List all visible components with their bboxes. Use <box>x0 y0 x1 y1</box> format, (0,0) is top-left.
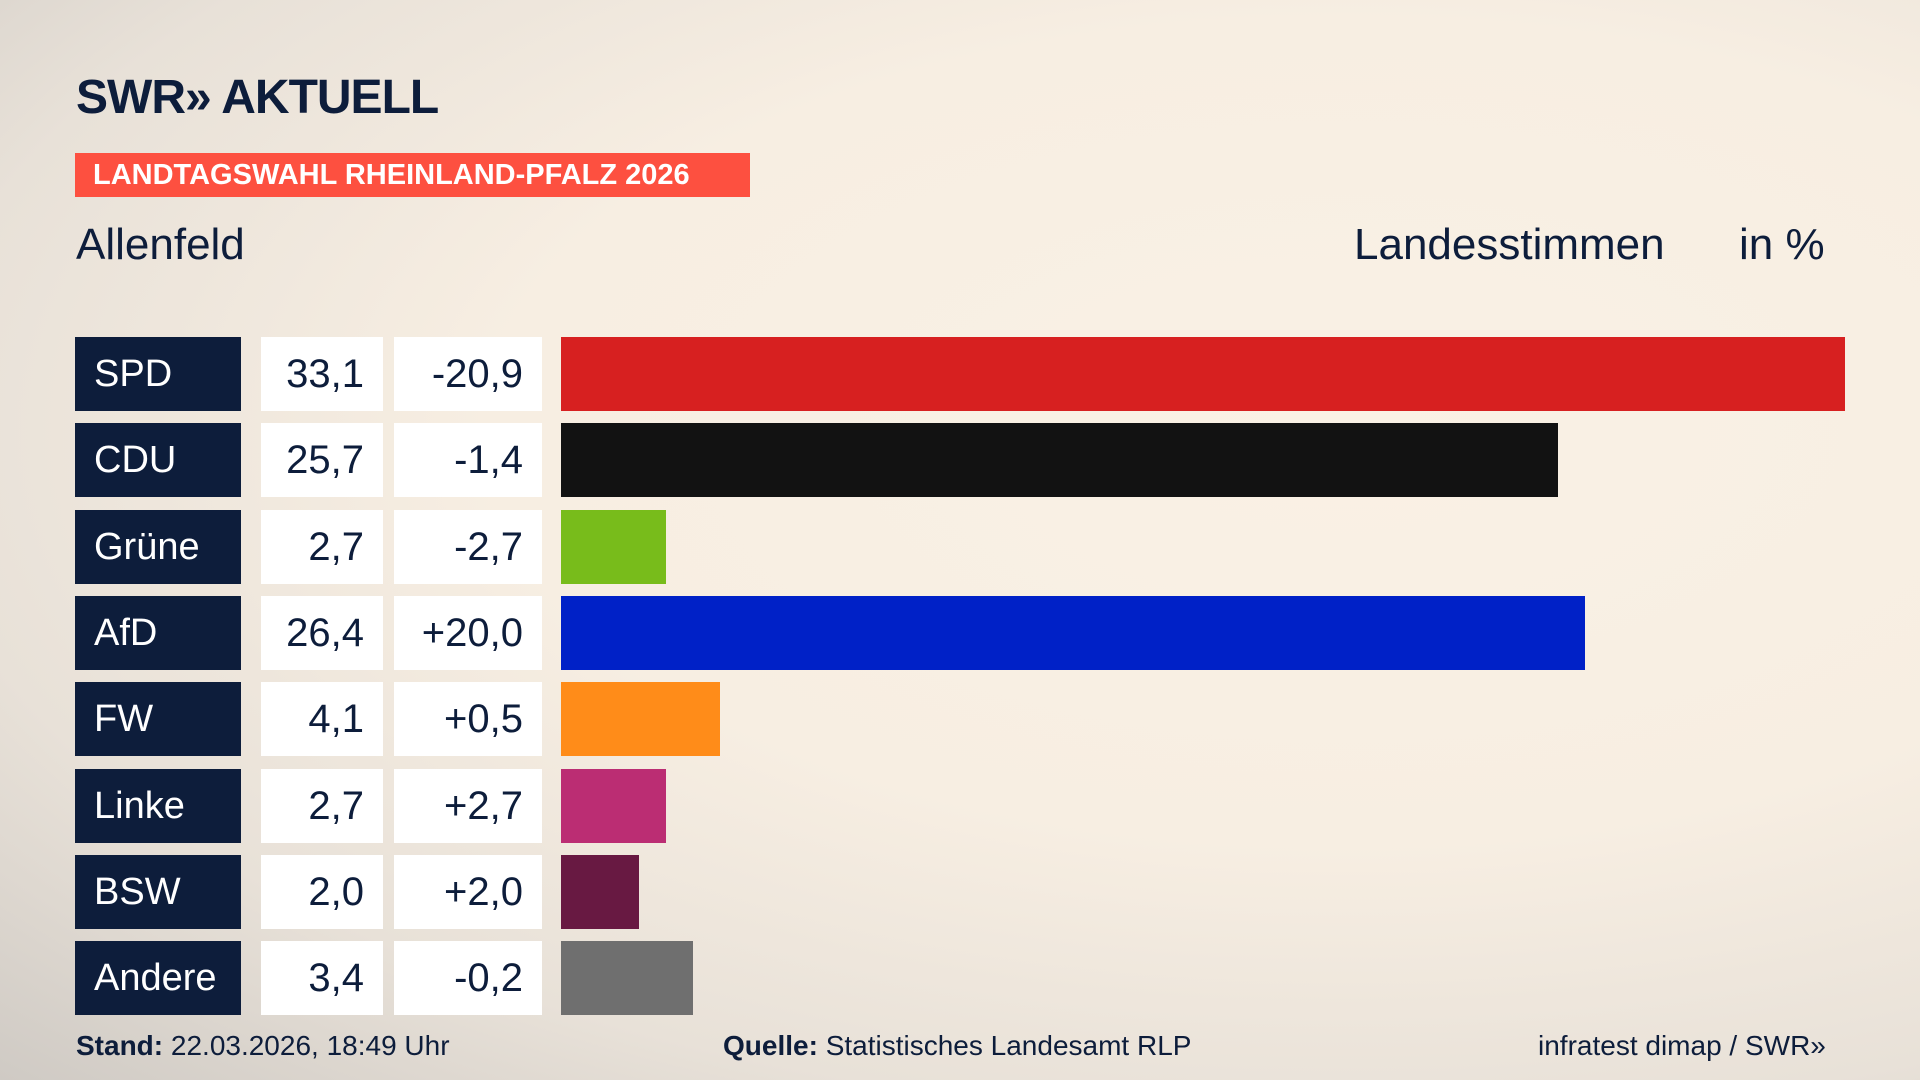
party-label: Linke <box>75 768 241 843</box>
value-label: 33,1 <box>261 337 383 411</box>
party-label: BSW <box>75 854 241 929</box>
bar-row: BSW 2,0 +2,0 <box>75 854 1875 929</box>
diff-label: +20,0 <box>394 595 542 670</box>
party-label: AfD <box>75 595 241 670</box>
bar <box>561 423 1558 498</box>
election-banner: LANDTAGSWAHL RHEINLAND-PFALZ 2026 <box>75 153 750 197</box>
bar <box>561 682 721 757</box>
value-label: 3,4 <box>261 941 383 1016</box>
party-label: Grüne <box>75 509 241 584</box>
bar <box>561 337 1845 411</box>
diff-label: +2,0 <box>394 854 542 929</box>
bar <box>561 595 1586 670</box>
bar <box>561 509 666 584</box>
stand-label: Stand: <box>76 1030 164 1061</box>
bar-row: Grüne 2,7 -2,7 <box>75 509 1875 584</box>
diff-label: -0,2 <box>394 941 542 1016</box>
bar-row: CDU 25,7 -1,4 <box>75 423 1875 498</box>
bar-row: FW 4,1 +0,5 <box>75 682 1875 757</box>
vote-type-label: Landesstimmen <box>1354 220 1665 269</box>
bar-row: AfD 26,4 +20,0 <box>75 595 1875 670</box>
diff-label: -20,9 <box>394 337 542 411</box>
credit: infratest dimap / SWR» <box>1538 1030 1826 1061</box>
value-label: 2,7 <box>261 768 383 843</box>
place-title: Allenfeld <box>76 220 245 269</box>
stand-value: 22.03.2026, 18:49 Uhr <box>170 1030 450 1061</box>
diff-label: +0,5 <box>394 682 542 757</box>
value-label: 25,7 <box>261 423 383 498</box>
bar-row: Linke 2,7 +2,7 <box>75 768 1875 843</box>
source-label: Quelle: <box>723 1030 818 1061</box>
party-label: Andere <box>75 941 241 1016</box>
value-label: 26,4 <box>261 595 383 670</box>
value-label: 4,1 <box>261 682 383 757</box>
source: Quelle: Statistisches Landesamt RLP <box>723 1030 1191 1062</box>
bar <box>561 768 666 843</box>
bar-row: Andere 3,4 -0,2 <box>75 941 1875 1016</box>
party-label: FW <box>75 682 241 757</box>
value-label: 2,0 <box>261 854 383 929</box>
diff-label: +2,7 <box>394 768 542 843</box>
bar-row: SPD 33,1 -20,9 <box>75 337 1875 411</box>
source-value: Statistisches Landesamt RLP <box>825 1030 1192 1061</box>
diff-label: -2,7 <box>394 509 542 584</box>
unit-label: in % <box>1739 220 1825 269</box>
party-label: SPD <box>75 337 241 411</box>
party-label: CDU <box>75 423 241 498</box>
diff-label: -1,4 <box>394 423 542 498</box>
value-label: 2,7 <box>261 509 383 584</box>
timestamp: Stand: 22.03.2026, 18:49 Uhr <box>76 1030 450 1062</box>
swr-aktuell-logo: SWR» AKTUELL <box>76 71 439 124</box>
bar <box>561 941 693 1016</box>
bar <box>561 854 639 929</box>
